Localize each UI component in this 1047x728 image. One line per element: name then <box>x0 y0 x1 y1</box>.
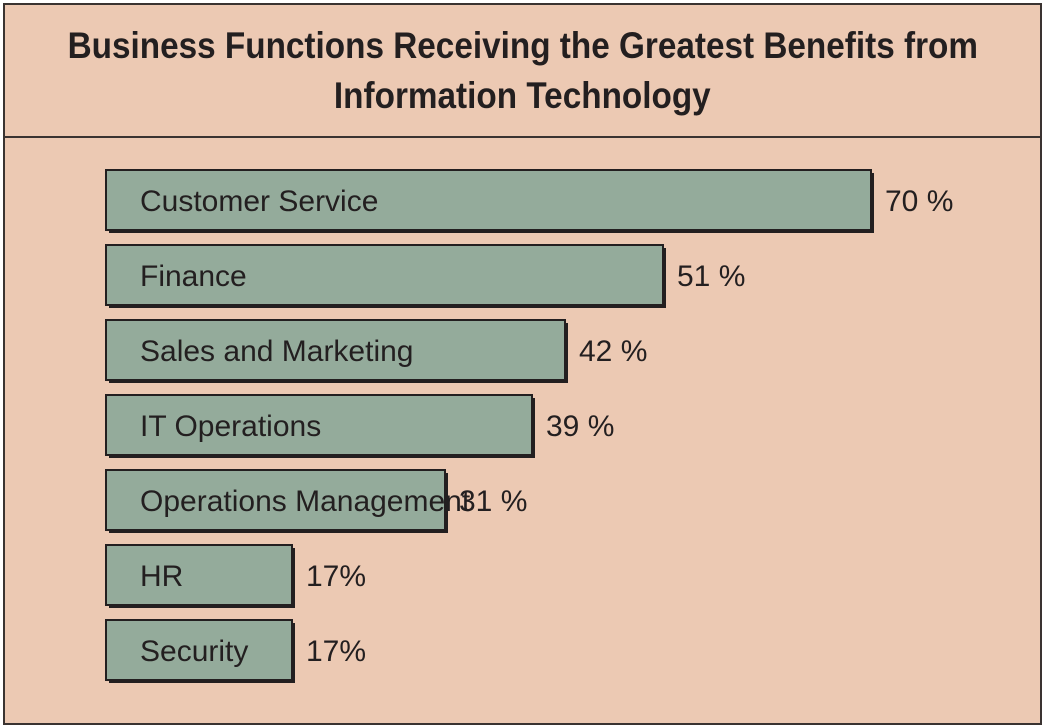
chart-panel: Business Functions Receiving the Greates… <box>3 3 1042 725</box>
chart-title-line-2: Information Technology <box>334 74 711 116</box>
bar-hr <box>105 544 293 606</box>
category-label: IT Operations <box>140 410 321 443</box>
value-label: 42 % <box>579 335 647 368</box>
bar-it-operations <box>105 394 533 456</box>
category-label: Sales and Marketing <box>140 335 414 368</box>
category-label: Finance <box>140 260 247 293</box>
category-label: HR <box>140 560 183 593</box>
bar-operations-management <box>105 469 446 531</box>
value-label: 31 % <box>459 485 527 518</box>
category-label: Security <box>140 635 248 668</box>
bar-finance <box>105 244 664 306</box>
bar-customer-service <box>105 169 872 231</box>
value-label: 70 % <box>885 185 953 218</box>
value-label: 17% <box>306 635 366 668</box>
value-label: 17% <box>306 560 366 593</box>
value-label: 39 % <box>546 410 614 443</box>
bar-sales-and-marketing <box>105 319 566 381</box>
bar-chart: Customer Service 70 % Finance 51 % Sales and… <box>105 169 953 683</box>
chart-title: Business Functions Receiving the Greates… <box>5 5 1040 138</box>
chart-title-line-1: Business Functions Receiving the Greates… <box>67 24 978 66</box>
value-label: 51 % <box>677 260 745 293</box>
bar-security <box>105 619 293 681</box>
bars-group: Customer Service 70 % Finance 51 % Sales and… <box>105 169 953 683</box>
category-label: Operations Management <box>140 485 471 518</box>
category-label: Customer Service <box>140 185 378 218</box>
